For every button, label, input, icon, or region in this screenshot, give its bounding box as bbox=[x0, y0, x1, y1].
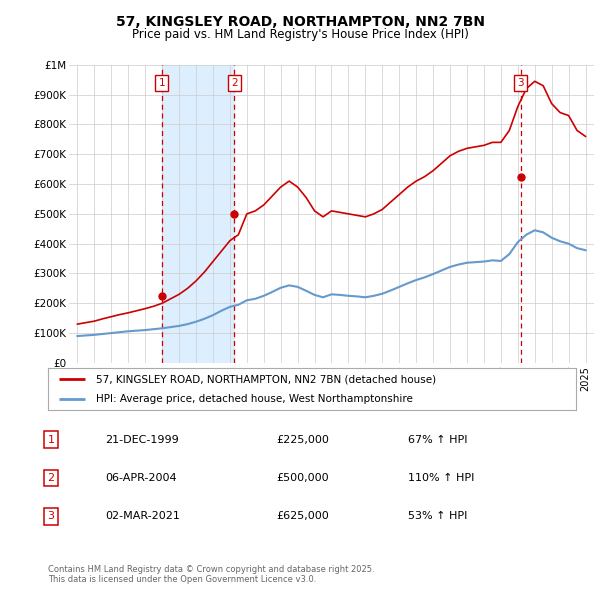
Text: 57, KINGSLEY ROAD, NORTHAMPTON, NN2 7BN (detached house): 57, KINGSLEY ROAD, NORTHAMPTON, NN2 7BN … bbox=[95, 374, 436, 384]
Text: Price paid vs. HM Land Registry's House Price Index (HPI): Price paid vs. HM Land Registry's House … bbox=[131, 28, 469, 41]
Text: 67% ↑ HPI: 67% ↑ HPI bbox=[408, 435, 467, 444]
Text: £625,000: £625,000 bbox=[276, 512, 329, 521]
Text: 110% ↑ HPI: 110% ↑ HPI bbox=[408, 473, 475, 483]
Text: 3: 3 bbox=[517, 78, 524, 88]
Text: £225,000: £225,000 bbox=[276, 435, 329, 444]
Text: 21-DEC-1999: 21-DEC-1999 bbox=[105, 435, 179, 444]
Text: 53% ↑ HPI: 53% ↑ HPI bbox=[408, 512, 467, 521]
Text: 1: 1 bbox=[158, 78, 165, 88]
Text: 1: 1 bbox=[47, 435, 55, 444]
Text: 57, KINGSLEY ROAD, NORTHAMPTON, NN2 7BN: 57, KINGSLEY ROAD, NORTHAMPTON, NN2 7BN bbox=[115, 15, 485, 29]
Text: 3: 3 bbox=[47, 512, 55, 521]
Text: £500,000: £500,000 bbox=[276, 473, 329, 483]
Text: 06-APR-2004: 06-APR-2004 bbox=[105, 473, 176, 483]
Text: HPI: Average price, detached house, West Northamptonshire: HPI: Average price, detached house, West… bbox=[95, 394, 412, 404]
Text: 2: 2 bbox=[231, 78, 238, 88]
Bar bbox=[161, 65, 234, 363]
Text: Contains HM Land Registry data © Crown copyright and database right 2025.
This d: Contains HM Land Registry data © Crown c… bbox=[48, 565, 374, 584]
Text: 02-MAR-2021: 02-MAR-2021 bbox=[105, 512, 180, 521]
Text: 2: 2 bbox=[47, 473, 55, 483]
